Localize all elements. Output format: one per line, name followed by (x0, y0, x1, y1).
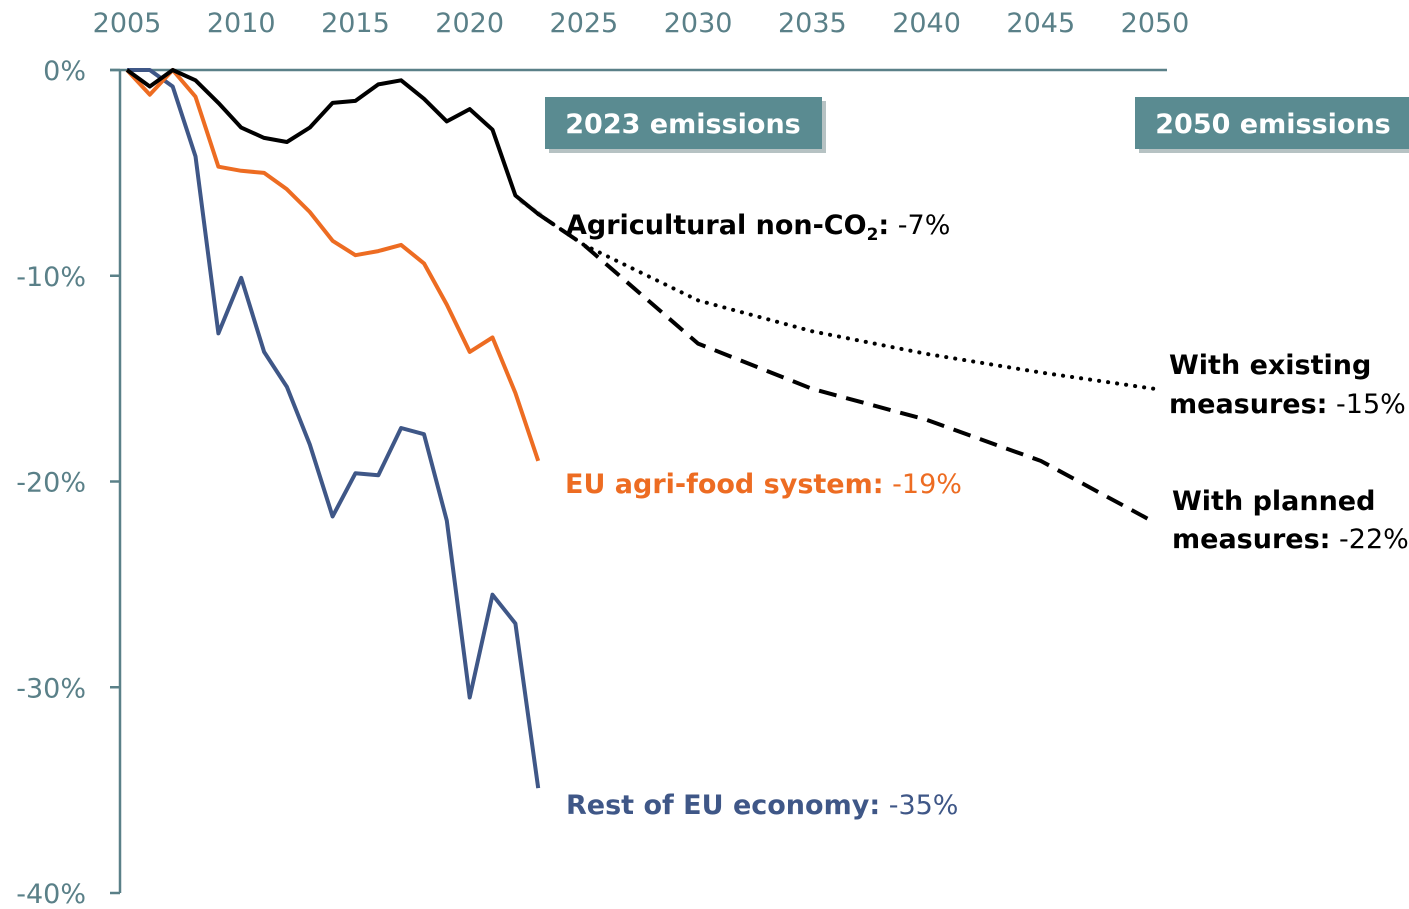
label-agricultural-sub: 2 (867, 225, 879, 245)
label-planned-line1: With planned (1172, 486, 1375, 517)
label-agricultural-value: -7% (889, 210, 950, 241)
label-existing-name-1: With existing (1169, 350, 1371, 381)
label-rest-economy-name: Rest of EU economy: (566, 790, 880, 821)
x-tick-label: 2010 (207, 8, 276, 39)
y-tick-label: -20% (16, 468, 86, 499)
label-rest-economy-value: -35% (880, 790, 958, 821)
label-planned-value: -22% (1330, 524, 1408, 555)
x-tick-label: 2035 (778, 8, 847, 39)
y-tick-label: -10% (16, 262, 86, 293)
box-2023-emissions: 2023 emissions (545, 97, 826, 153)
label-agri-food-value: -19% (884, 469, 962, 500)
y-tick-label: 0% (43, 56, 86, 87)
label-existing-line2: measures: -15% (1169, 389, 1406, 420)
y-axis-ticks: 0% -10% -20% -30% -40% (16, 56, 120, 909)
label-planned-name-2: measures: (1172, 524, 1330, 555)
label-planned-line2: measures: -22% (1172, 524, 1409, 555)
series-rest-economy-line (127, 68, 541, 789)
label-agricultural-name: Agricultural non-CO (566, 210, 867, 241)
label-agricultural-colon: : (878, 210, 889, 241)
box-2050-text: 2050 emissions (1155, 109, 1391, 140)
label-existing-line1: With existing (1169, 350, 1371, 381)
box-2023-text: 2023 emissions (565, 109, 801, 140)
label-existing-name-2: measures: (1169, 389, 1327, 420)
label-planned-name-1: With planned (1172, 486, 1375, 517)
box-2050-emissions: 2050 emissions (1135, 97, 1409, 153)
x-tick-label: 2015 (321, 8, 390, 39)
x-tick-label: 2020 (435, 8, 504, 39)
series-existing-measures-line (536, 212, 1157, 391)
y-tick-label: -30% (16, 673, 86, 704)
label-agri-food: EU agri-food system: -19% (565, 469, 962, 500)
series-agricultural-line (125, 68, 540, 216)
y-tick-label: -40% (16, 879, 86, 909)
series-planned-measures-line (537, 212, 1156, 525)
x-tick-label: 2005 (93, 8, 162, 39)
label-agricultural: Agricultural non-CO2: -7% (566, 210, 950, 245)
x-axis-ticks: 2005 2010 2015 2020 2025 2030 2035 2040 2045 2050 (93, 8, 1190, 39)
label-agri-food-name: EU agri-food system: (565, 469, 884, 500)
label-existing-value: -15% (1327, 389, 1405, 420)
label-rest-economy: Rest of EU economy: -35% (566, 790, 958, 821)
series-agri-food-line (125, 68, 541, 462)
x-tick-label: 2040 (892, 8, 961, 39)
x-tick-label: 2045 (1006, 8, 1075, 39)
x-tick-label: 2050 (1121, 8, 1190, 39)
x-tick-label: 2030 (664, 8, 733, 39)
x-tick-label: 2025 (550, 8, 619, 39)
